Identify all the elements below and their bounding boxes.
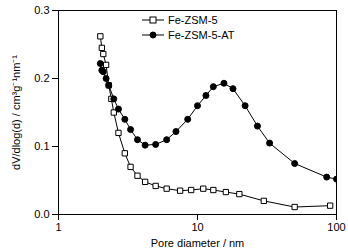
svg-text:0.3: 0.3 xyxy=(34,4,49,16)
svg-text:10: 10 xyxy=(191,221,203,233)
svg-text:100: 100 xyxy=(327,221,345,233)
svg-text:1: 1 xyxy=(55,221,61,233)
html-text:Fe-ZSM-5: Fe-ZSM-5 xyxy=(168,13,218,26)
svg-text:Pore diameter / nm: Pore diameter / nm xyxy=(151,237,245,249)
svg-text:0.2: 0.2 xyxy=(34,72,49,84)
svg-text:0.0: 0.0 xyxy=(34,208,49,220)
svg-text:0.1: 0.1 xyxy=(34,140,49,152)
svg-text:dV/dlog(d) / cm³g⁻¹nm⁻¹: dV/dlog(d) / cm³g⁻¹nm⁻¹ xyxy=(10,55,22,170)
html-text:Fe-ZSM-5-AT: Fe-ZSM-5-AT xyxy=(168,28,235,41)
